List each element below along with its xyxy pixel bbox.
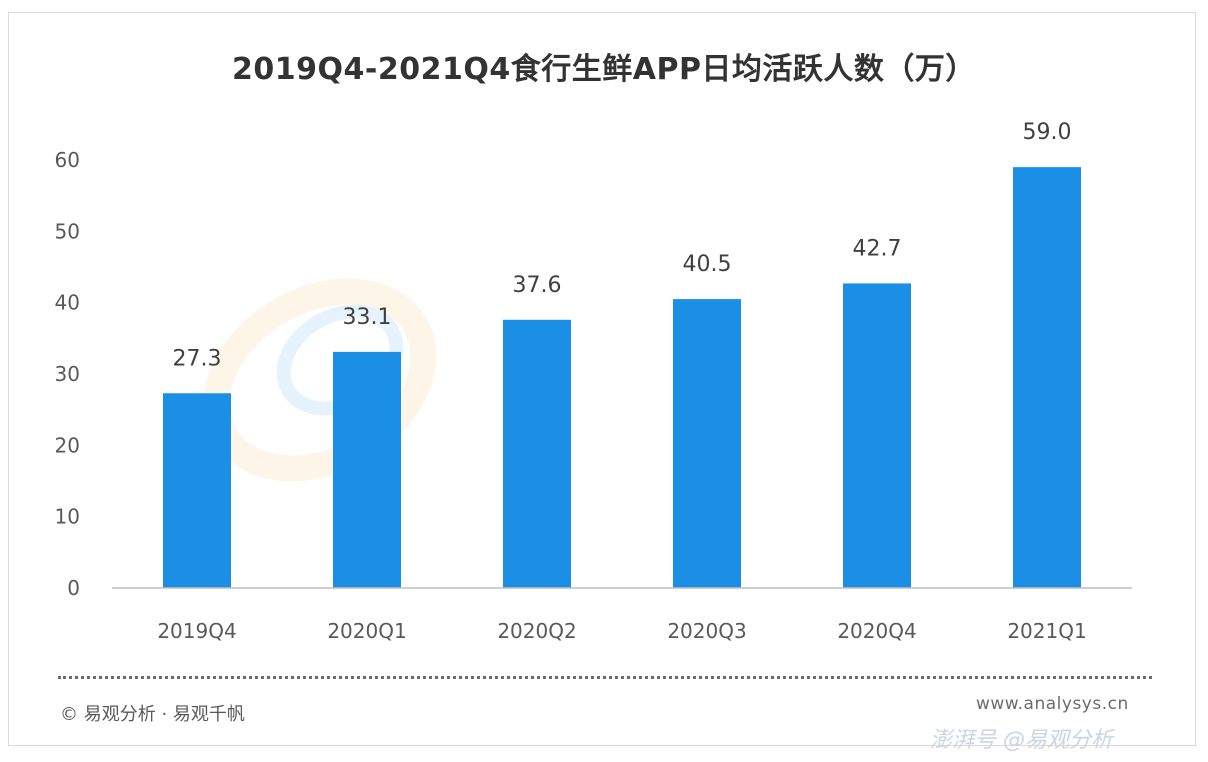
y-tick-label: 20: [55, 433, 80, 457]
bar-2020Q3: [673, 299, 741, 588]
y-tick-label: 30: [55, 362, 80, 386]
bar-2019Q4: [163, 393, 231, 588]
data-label: 42.7: [853, 236, 902, 261]
bar-2020Q4: [843, 283, 911, 588]
x-tick-label: 2020Q2: [497, 619, 576, 643]
data-label: 33.1: [343, 305, 392, 330]
y-tick-label: 60: [55, 148, 80, 172]
data-label: 27.3: [173, 346, 222, 371]
publisher-watermark: 澎湃号 @易观分析: [930, 728, 1113, 753]
x-tick-label: 2019Q4: [157, 619, 236, 643]
chart-card: [8, 12, 1196, 746]
data-label: 37.6: [513, 273, 562, 298]
y-tick-label: 40: [55, 291, 80, 315]
website-link[interactable]: www.analysys.cn: [976, 694, 1129, 714]
x-tick-label: 2020Q3: [667, 619, 746, 643]
x-tick-label: 2020Q1: [327, 619, 406, 643]
bar-2021Q1: [1013, 167, 1081, 588]
footer-divider: [58, 676, 1152, 679]
y-tick-label: 0: [67, 576, 80, 600]
chart-title: 2019Q4-2021Q4食行生鲜APP日均活跃人数（万）: [232, 52, 976, 87]
bar-2020Q1: [333, 351, 401, 588]
x-tick-label: 2021Q1: [1007, 619, 1086, 643]
source-credit: © 易观分析 · 易观千帆: [60, 704, 245, 725]
bar-2020Q2: [503, 319, 571, 588]
data-label: 40.5: [683, 252, 732, 277]
y-tick-label: 10: [55, 505, 80, 529]
x-tick-label: 2020Q4: [837, 619, 916, 643]
y-tick-label: 50: [55, 219, 80, 243]
data-label: 59.0: [1023, 120, 1072, 145]
